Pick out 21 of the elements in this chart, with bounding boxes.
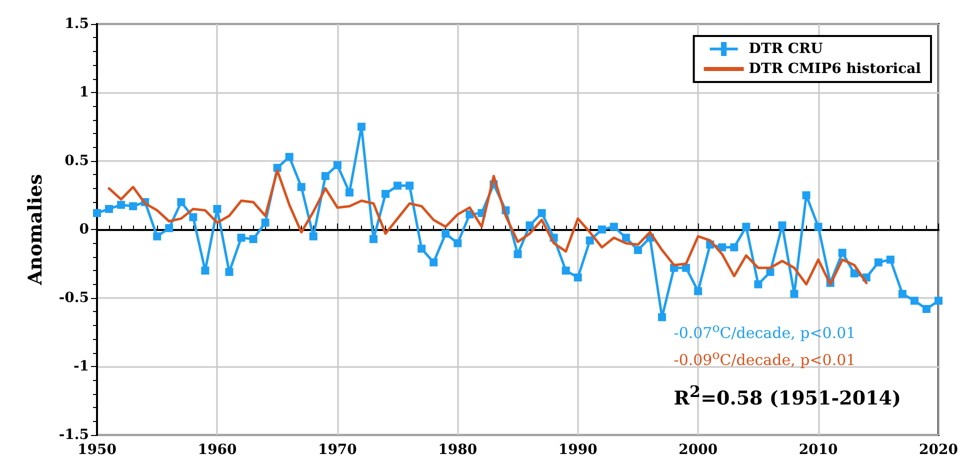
x-tick-label: 1960 [198, 442, 237, 458]
x-tick-label: 2020 [919, 442, 958, 458]
y-tick-label: -0.5 [58, 290, 89, 306]
y-tick-label: -1 [73, 358, 89, 374]
x-tick-label: 1980 [438, 442, 478, 458]
annotation: -0.07$^{o}$C/decade, p<0.01 [674, 318, 857, 344]
annotation: -0.09$^{o}$C/decade, p<0.01 [674, 346, 857, 371]
x-tick-label: 2010 [798, 442, 838, 458]
y-tick-label: -1.5 [58, 427, 89, 443]
y-tick-label: 0 [79, 222, 90, 238]
y-tick-label: 1 [79, 84, 89, 100]
x-tick-label: 1970 [318, 442, 358, 458]
y-tick-label: 0.5 [64, 153, 89, 169]
x-tick-label: 2000 [678, 442, 718, 458]
x-tick-label: 1990 [558, 442, 598, 458]
annotation: R$^{2}$=0.58 (1951-2014) [674, 380, 901, 409]
legend-label: DTR CRU [748, 41, 823, 57]
x-tick-label: 1950 [78, 442, 117, 458]
legend-label: DTR CMIP6 historical [748, 61, 922, 77]
y-tick-label: 1.5 [64, 16, 89, 32]
y-axis-title: Anomalies [24, 174, 46, 286]
